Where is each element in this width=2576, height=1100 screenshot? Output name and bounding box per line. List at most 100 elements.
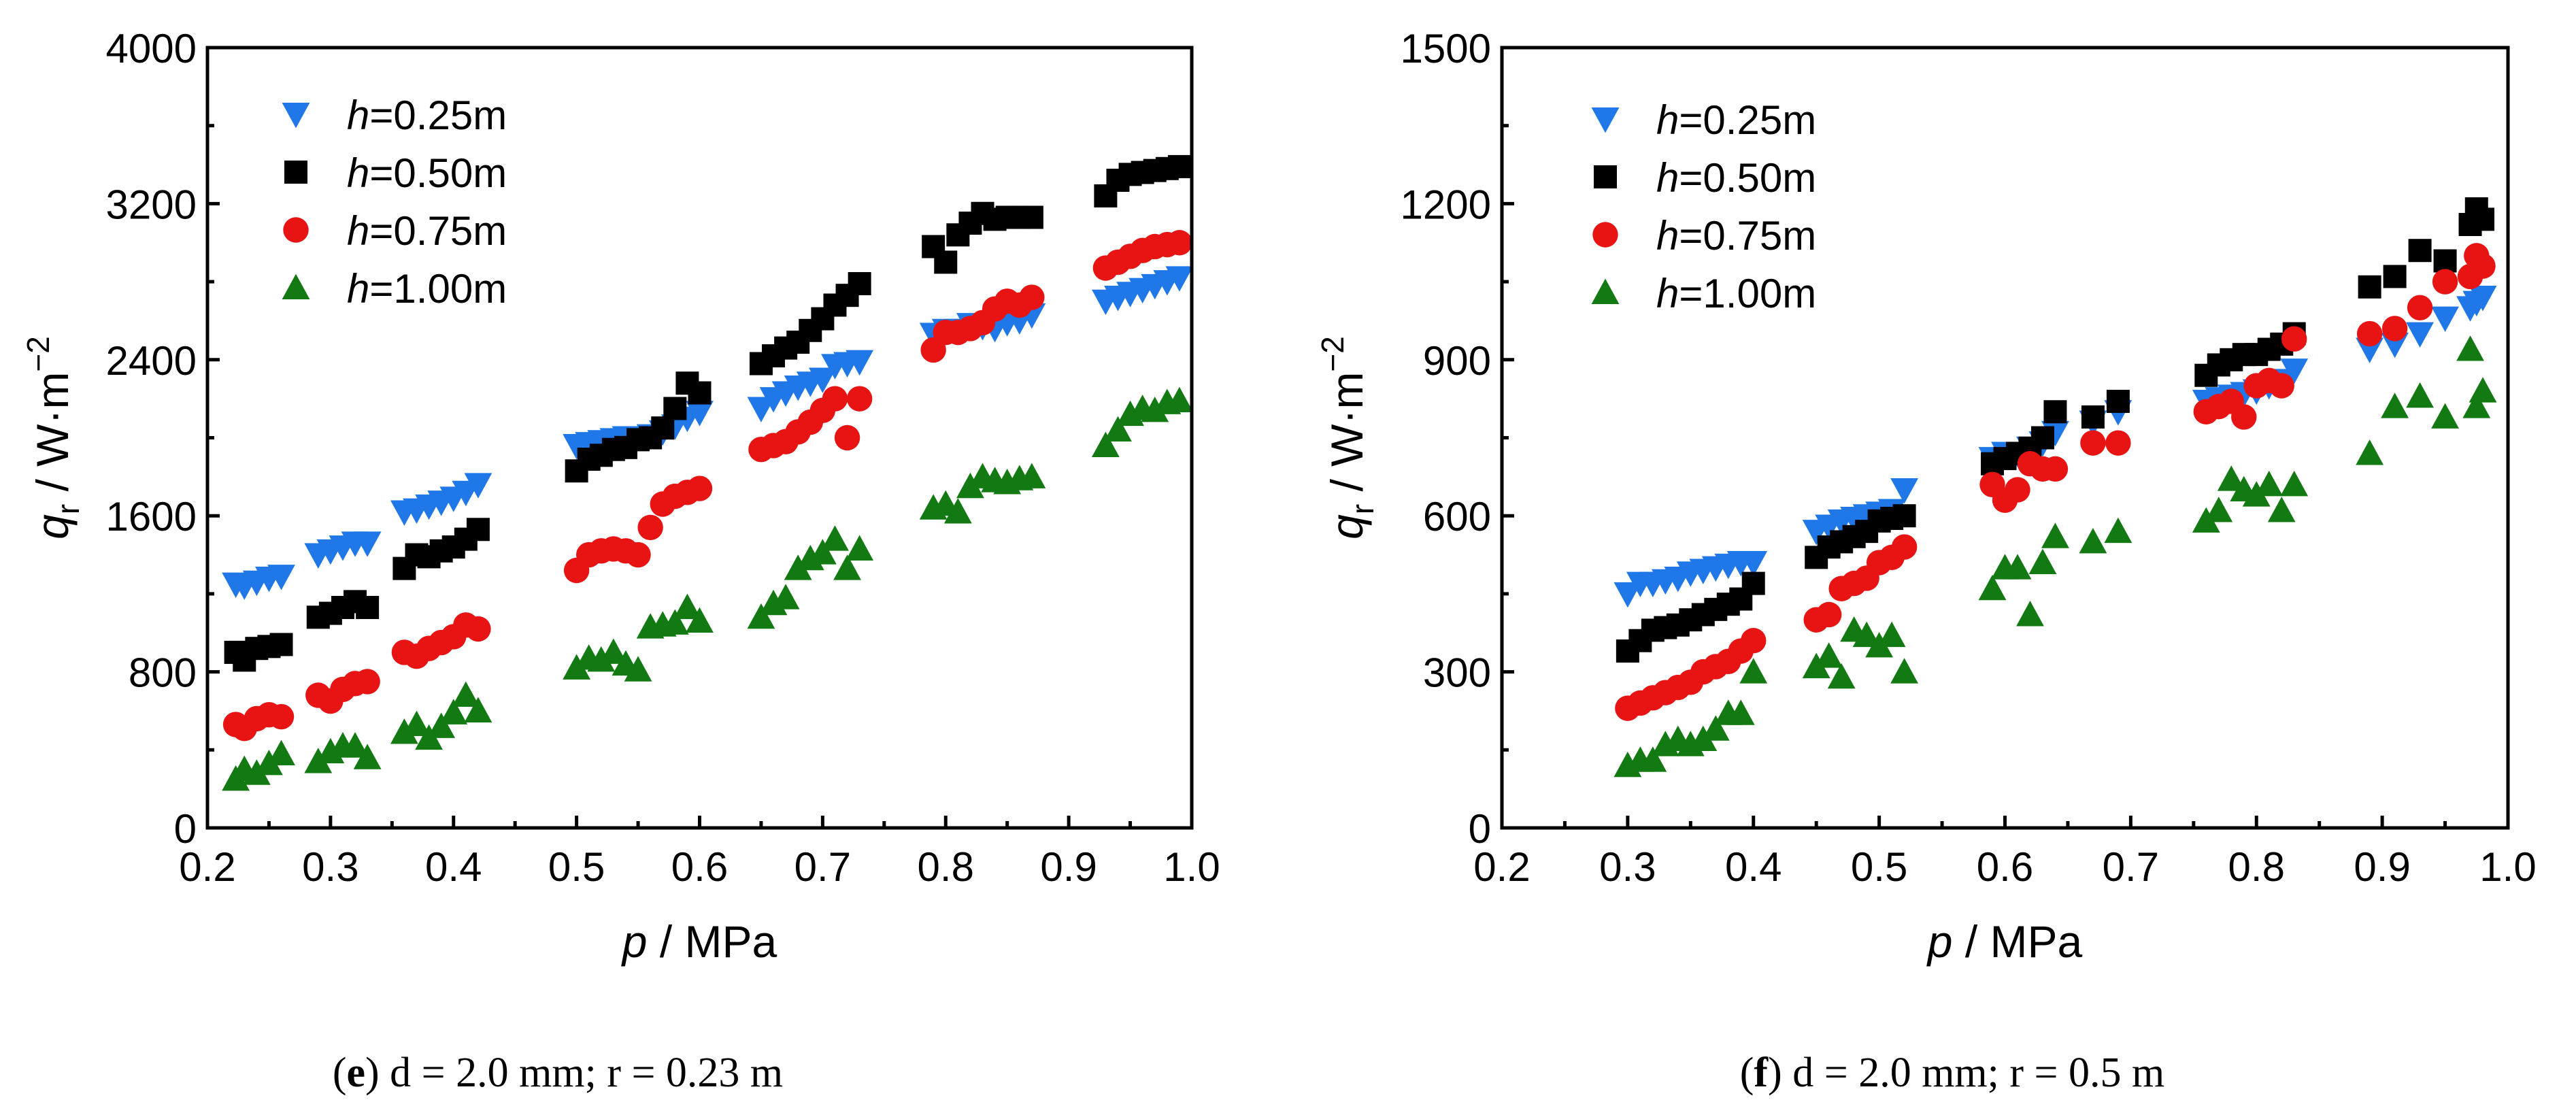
x-tick-label: 0.2	[179, 844, 235, 890]
x-tick-label: 0.7	[794, 844, 851, 890]
series-triangle-down	[222, 266, 1194, 600]
legend-item: h=0.25m	[282, 93, 507, 138]
legend-label: h=0.25m	[347, 93, 507, 138]
caption-panel-text: d = 2.0 mm; r = 0.23 m	[390, 1050, 783, 1096]
x-axis-label-unit: / MPa	[648, 916, 777, 967]
data-point	[1104, 416, 1132, 442]
data-point	[822, 386, 848, 412]
data-point	[466, 518, 490, 541]
data-point	[651, 416, 675, 440]
caption-panel-letter: f	[1754, 1050, 1769, 1096]
legend-label-value: =1.00m	[1679, 271, 1816, 316]
data-point	[2104, 517, 2132, 544]
data-point	[2043, 400, 2067, 424]
data-point	[2469, 286, 2497, 312]
y-tick-label: 300	[1423, 650, 1491, 696]
data-point	[452, 681, 480, 707]
data-point	[242, 759, 271, 785]
legend-label-symbol: h	[1656, 155, 1679, 201]
data-point	[2281, 326, 2307, 352]
legend-marker	[282, 273, 310, 299]
data-point	[2005, 477, 2030, 503]
data-point	[2407, 295, 2433, 321]
data-point	[1165, 386, 1194, 413]
data-point	[943, 498, 972, 524]
legend-label-value: =0.25m	[1679, 97, 1816, 143]
data-point	[403, 710, 431, 737]
data-point	[2106, 389, 2130, 413]
legend-label-value: =0.75m	[1679, 213, 1816, 259]
series-circle	[222, 230, 1192, 741]
data-point	[465, 616, 491, 642]
data-point	[1741, 628, 1767, 654]
data-point	[808, 367, 837, 393]
data-point	[2406, 322, 2434, 348]
data-point	[427, 712, 456, 738]
data-point	[353, 744, 382, 769]
data-point	[2383, 265, 2407, 288]
data-point	[2462, 393, 2491, 418]
data-point	[390, 718, 418, 744]
data-point	[269, 633, 293, 656]
x-tick-label: 1.0	[2479, 844, 2536, 890]
x-axis-label-unit: / MPa	[1953, 916, 2083, 967]
legend-label-symbol: h	[347, 266, 369, 312]
y-tick-label: 1600	[106, 494, 197, 539]
legend-marker	[1592, 222, 1618, 248]
data-point	[660, 609, 689, 635]
legend-label-value: =0.25m	[369, 93, 507, 138]
caption-panel-letter: e	[346, 1050, 365, 1096]
x-tick-label: 1.0	[1163, 844, 1220, 890]
data-point	[267, 739, 295, 766]
data-point	[2041, 522, 2069, 548]
x-tick-label: 0.9	[1040, 844, 1097, 890]
data-point	[2358, 275, 2381, 299]
y-tick-label: 1200	[1401, 182, 1491, 227]
series-circle	[1615, 243, 2496, 721]
data-point	[2255, 470, 2284, 497]
data-point	[1739, 658, 1768, 684]
data-point	[2381, 393, 2409, 418]
data-point	[1741, 571, 1765, 595]
data-point	[2231, 404, 2257, 430]
x-tick-label: 0.9	[2354, 844, 2410, 890]
data-point	[2356, 439, 2384, 465]
data-point	[354, 669, 380, 695]
series-square	[224, 154, 1191, 672]
legend-marker	[1591, 107, 1620, 133]
data-point	[1891, 534, 1918, 560]
data-point	[1020, 205, 1043, 229]
legend-label-value: =0.75m	[369, 208, 507, 254]
data-point	[2280, 470, 2309, 497]
legend-label-symbol: h	[347, 150, 369, 196]
data-point	[2030, 426, 2054, 450]
series-square	[1616, 197, 2495, 663]
legend-label: h=0.75m	[1656, 213, 1816, 259]
legend-label-symbol: h	[347, 208, 369, 254]
data-point	[1701, 715, 1730, 741]
data-point	[1852, 621, 1881, 648]
data-points	[1613, 197, 2497, 778]
data-point	[771, 584, 800, 610]
data-point	[341, 732, 369, 758]
chart-panel-f: 0.2 0.3 0.4 0.5 0.6 0.7 0.8 0.9 1.0 0 300 600 900 120…	[1315, 26, 2537, 967]
legend-marker	[282, 103, 310, 129]
legend-label-symbol: h	[1656, 97, 1679, 143]
data-point	[688, 381, 712, 405]
data-point	[1141, 396, 1169, 422]
data-point	[1091, 431, 1120, 457]
legend-label-value: =0.50m	[369, 150, 507, 196]
data-point	[2470, 253, 2496, 279]
y-tick-label: 0	[1469, 806, 1491, 852]
data-point	[673, 593, 701, 619]
legend-item: h=0.25m	[1591, 97, 1816, 143]
legend-item: h=1.00m	[1591, 271, 1816, 316]
data-point	[1816, 601, 1842, 628]
x-tick-label: 0.3	[302, 844, 358, 890]
legend-marker	[283, 217, 309, 243]
data-point	[267, 565, 295, 590]
data-point	[439, 699, 468, 724]
data-point	[304, 748, 333, 773]
